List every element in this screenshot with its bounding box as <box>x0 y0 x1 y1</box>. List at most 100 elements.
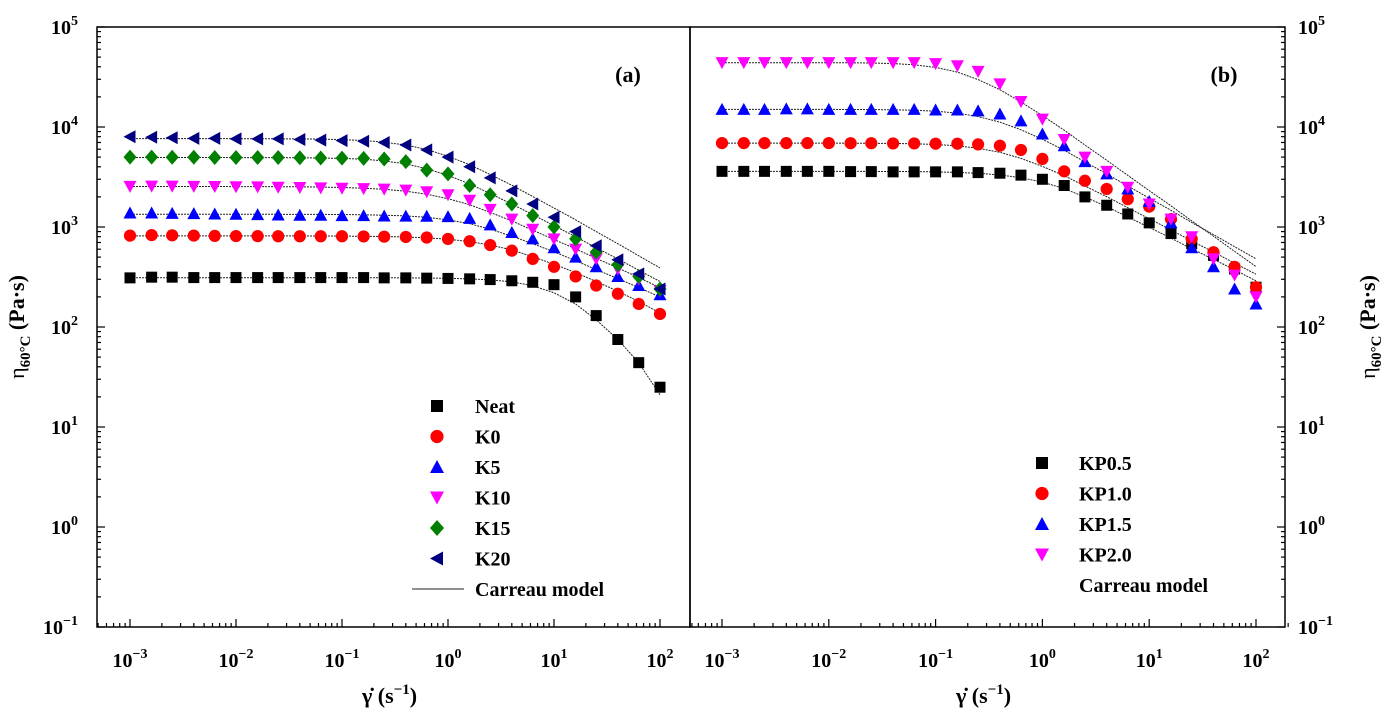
legend-marker-K10 <box>430 491 444 505</box>
data-point <box>166 271 178 283</box>
data-point <box>399 230 412 244</box>
data-point <box>887 166 899 178</box>
data-point <box>886 102 900 115</box>
data-point <box>950 60 964 73</box>
legend: KP0.5 KP1.0 KP1.5 KP2.0 Carreau model <box>1035 453 1208 597</box>
data-point <box>1058 165 1071 178</box>
data-point <box>506 275 518 287</box>
data-point <box>547 233 561 246</box>
data-point <box>716 165 728 177</box>
data-point <box>972 167 984 179</box>
y-tick-label: 102 <box>51 314 78 339</box>
data-point <box>357 183 371 196</box>
data-point <box>738 165 750 177</box>
data-point <box>715 137 729 150</box>
legend-marker-KP2.0 <box>1035 548 1049 562</box>
legend-label: K15 <box>475 518 511 540</box>
data-point <box>335 209 349 222</box>
data-point <box>187 149 201 165</box>
data-point <box>971 65 985 78</box>
data-point <box>251 208 265 221</box>
data-point <box>801 137 814 150</box>
data-point <box>845 166 857 178</box>
data-point <box>1015 169 1027 181</box>
data-point <box>463 178 477 194</box>
y-tick-label: 10−1 <box>43 614 78 639</box>
data-point <box>335 150 349 166</box>
data-point <box>526 197 539 211</box>
x-tick-label: 100 <box>1029 647 1056 672</box>
data-point <box>293 230 306 243</box>
series-K10 <box>123 180 667 298</box>
data-point <box>907 102 921 115</box>
data-point <box>907 57 921 70</box>
data-point <box>632 267 645 281</box>
x-tick-label: 100 <box>435 647 462 672</box>
data-point <box>1164 213 1178 226</box>
data-point <box>357 230 370 243</box>
data-point <box>399 154 413 170</box>
data-point <box>1014 95 1028 108</box>
data-point <box>526 252 539 265</box>
data-point <box>1101 199 1113 211</box>
data-point <box>865 137 878 150</box>
panel-label: (b) <box>1211 62 1238 87</box>
data-point <box>314 150 328 166</box>
data-point <box>483 171 496 185</box>
legend-marker-KP0.5 <box>1036 457 1048 469</box>
data-point <box>145 180 159 193</box>
data-point <box>357 134 370 148</box>
data-point <box>1057 133 1071 146</box>
data-point <box>908 137 921 150</box>
data-point <box>187 180 201 193</box>
data-point <box>1142 198 1156 211</box>
data-point <box>484 238 497 252</box>
y-tick-label: 10−1 <box>1298 614 1333 639</box>
data-point <box>165 206 179 219</box>
data-point <box>548 279 560 291</box>
data-point <box>505 184 518 198</box>
data-point <box>779 57 793 70</box>
x-axis-title: γ̇ (s−1) <box>955 682 1011 708</box>
legend-label: KP1.5 <box>1079 514 1132 536</box>
data-point <box>569 270 582 283</box>
data-point <box>1035 127 1049 140</box>
data-point <box>124 272 136 284</box>
data-point <box>800 102 814 115</box>
x-tick-label: 10−3 <box>705 647 740 672</box>
y-tick-label: 104 <box>51 114 78 139</box>
data-point <box>377 151 391 167</box>
data-point <box>187 207 201 220</box>
data-point <box>653 282 666 296</box>
data-point <box>421 272 433 284</box>
data-point <box>547 260 561 273</box>
legend: Neat K0 K5 K10 K15 K20 Carreau model <box>412 396 604 601</box>
series-K15 <box>123 149 667 297</box>
data-point <box>569 225 582 239</box>
data-point <box>654 381 666 393</box>
y-tick-label: 103 <box>1298 214 1325 239</box>
data-point <box>589 239 602 253</box>
data-point <box>1014 114 1028 127</box>
series-Neat <box>124 271 666 393</box>
data-point <box>165 149 179 165</box>
data-point <box>464 273 476 285</box>
data-point <box>547 210 560 224</box>
data-point <box>844 57 858 70</box>
legend-label: Carreau model <box>1079 575 1208 597</box>
data-point <box>632 297 645 311</box>
data-point <box>1207 260 1220 273</box>
data-point <box>123 149 137 165</box>
series-K0 <box>123 228 667 321</box>
legend-label: KP1.0 <box>1079 484 1132 506</box>
x-tick-label: 101 <box>541 647 568 672</box>
data-point <box>271 150 285 166</box>
data-point <box>463 160 476 174</box>
data-point <box>420 209 434 222</box>
data-point <box>864 57 878 70</box>
x-tick-label: 10−1 <box>325 647 360 672</box>
y-tick-label: 100 <box>51 514 78 539</box>
data-point <box>335 182 349 195</box>
data-point <box>1122 208 1134 220</box>
